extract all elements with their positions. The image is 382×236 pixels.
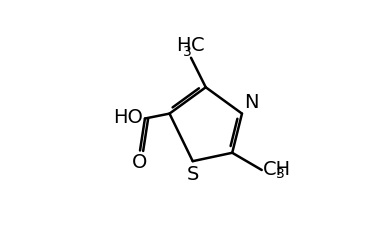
Text: HO: HO	[113, 108, 143, 127]
Text: 3: 3	[276, 167, 285, 181]
Text: C: C	[191, 36, 205, 55]
Text: H: H	[176, 36, 191, 55]
Text: N: N	[244, 93, 259, 112]
Text: S: S	[186, 165, 199, 184]
Text: CH: CH	[263, 160, 291, 180]
Text: 3: 3	[183, 45, 191, 59]
Text: O: O	[132, 153, 148, 172]
